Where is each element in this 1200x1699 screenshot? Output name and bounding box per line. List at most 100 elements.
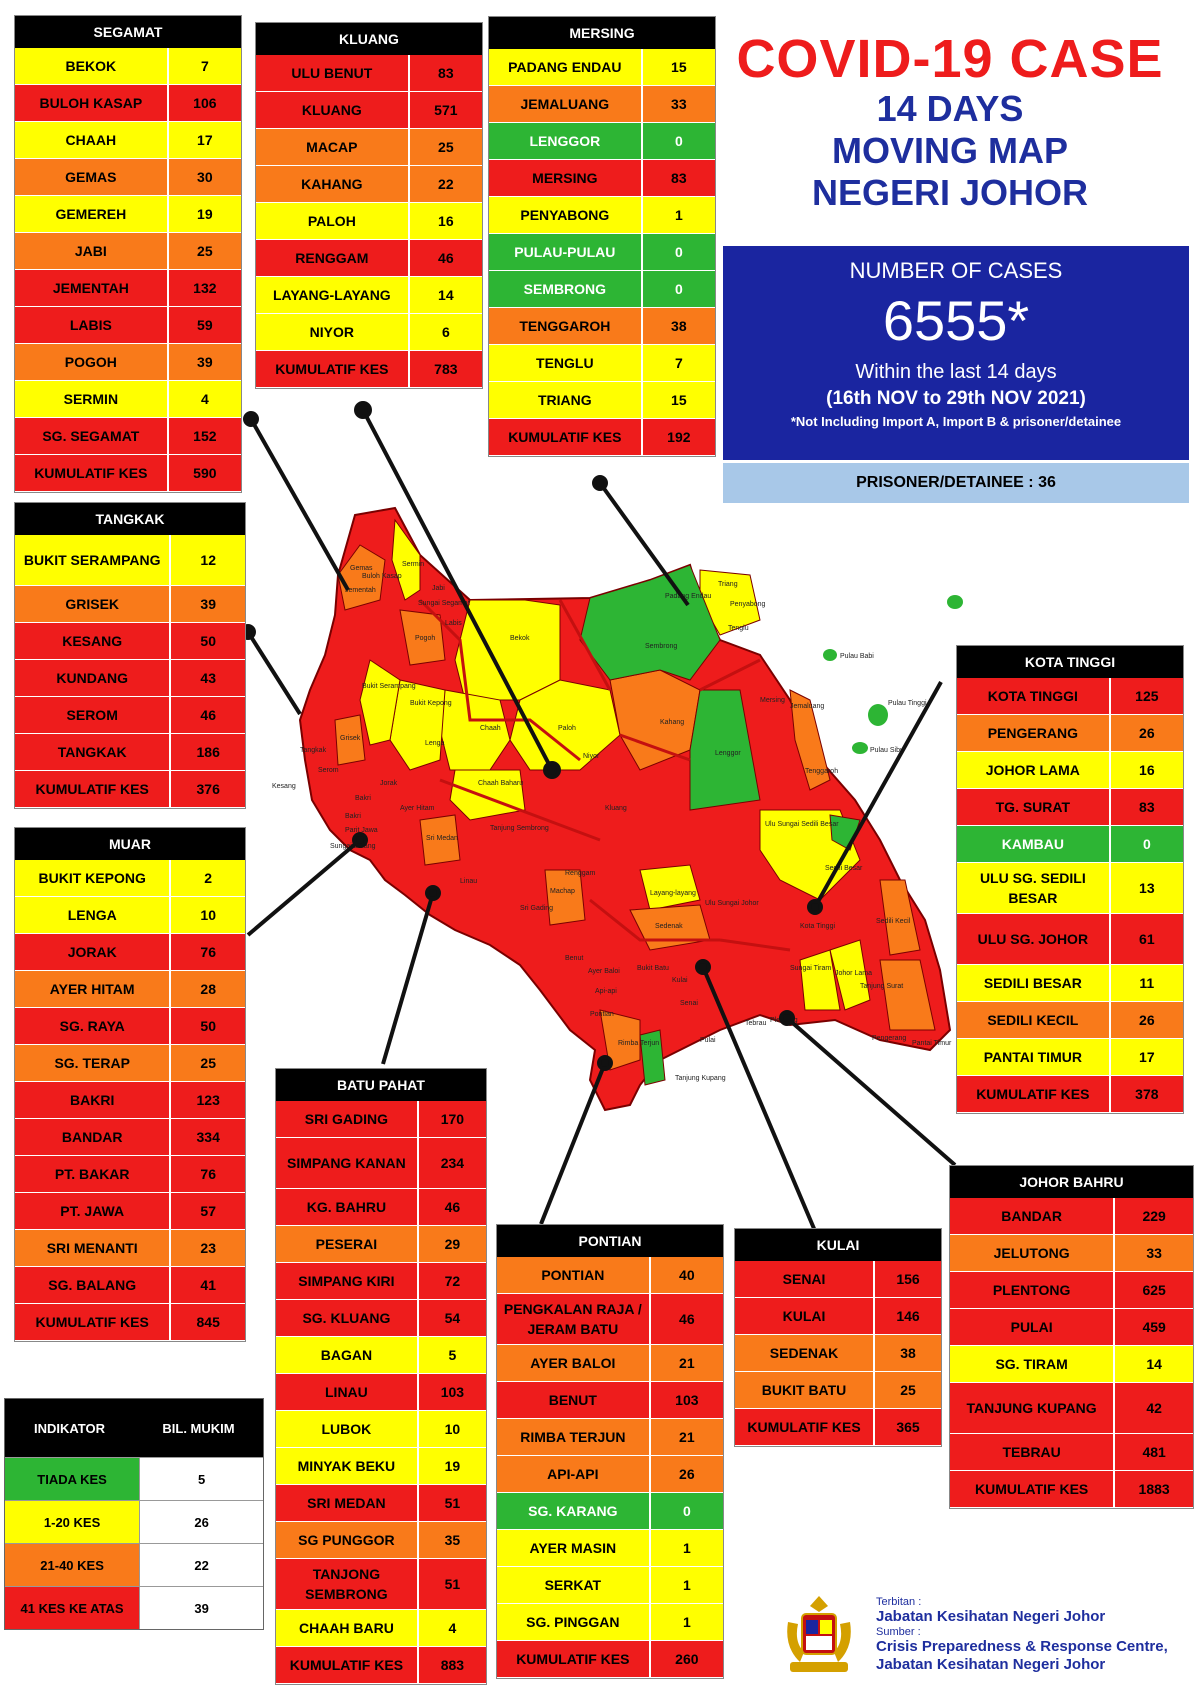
district-table-mersing: MERSING PADANG ENDAU 15 JEMALUANG 33 LENGGOR 0… [488, 16, 716, 457]
map-region-grisek [334, 714, 366, 766]
mukim-name: TANGKAK [15, 734, 172, 770]
mukim-cases: 16 [438, 213, 454, 229]
map-label-serom: Serom [318, 767, 339, 774]
map-label-tenggaroh: Tenggaroh [805, 768, 838, 775]
mukim-name: BENUT [497, 1382, 651, 1418]
mukim-name: SIMPANG KIRI [276, 1263, 419, 1299]
map-island-pulau-tinggi [868, 704, 888, 726]
mukim-cases: 481 [1142, 1444, 1166, 1460]
mukim-cases: 59 [197, 317, 213, 333]
mukim-row: SIMPANG KIRI 72 [276, 1263, 486, 1300]
mukim-row: PT. BAKAR 76 [15, 1156, 245, 1193]
mukim-name: PONTIAN [497, 1257, 651, 1293]
mukim-cases: 4 [448, 1620, 457, 1636]
mukim-name: JEMALUANG [489, 86, 643, 122]
mukim-cases: 76 [200, 944, 216, 960]
map-label-tanjung-kupang: Tanjung Kupang [675, 1075, 726, 1082]
mukim-name: CHAAH BARU [276, 1610, 419, 1646]
mukim-name: POGOH [15, 344, 169, 380]
district-header: KLUANG [256, 23, 482, 55]
leader-dot-kulai [695, 959, 711, 975]
mukim-name: SEROM [15, 697, 172, 733]
mukim-cases: 0 [674, 244, 683, 260]
mukim-name: KULAI [735, 1298, 876, 1334]
leader-segamat [249, 418, 350, 591]
mukim-cases: 170 [440, 1111, 465, 1127]
map-label-ayer-hitam: Ayer Hitam [400, 805, 435, 812]
mukim-row: AYER MASIN 1 [497, 1530, 723, 1567]
mukim-cases: 229 [1142, 1208, 1166, 1224]
map-label-pengerang: Pengerang [872, 1035, 906, 1042]
mukim-row: NIYOR 6 [256, 314, 482, 351]
leader-dot-kota-tinggi [807, 899, 823, 915]
cases-dates: (16th NOV to 29th NOV 2021) [826, 388, 1086, 409]
mukim-cases: 83 [438, 65, 454, 81]
mukim-name: BULOH KASAP [15, 85, 169, 121]
cases-label: NUMBER OF CASES [849, 258, 1063, 283]
leader-dot-pontian [597, 1055, 613, 1071]
mukim-row: GEMAS 30 [15, 159, 241, 196]
leader-kluang [361, 409, 554, 771]
page-title: COVID-19 CASE [736, 29, 1164, 89]
mukim-cases: 46 [444, 1199, 461, 1215]
mukim-name: SG. PINGGAN [497, 1604, 651, 1640]
district-total-row: KUMULATIF KES 378 [957, 1076, 1183, 1113]
district-table-kota-tinggi: KOTA TINGGI KOTA TINGGI 125 PENGERANG 26 JOHO… [956, 645, 1184, 1114]
mukim-name: SG. RAYA [15, 1008, 172, 1044]
mukim-name: RIMBA TERJUN [497, 1419, 651, 1455]
mukim-name: GEMEREH [15, 196, 169, 232]
map-label-pulau-sibu: Pulau Sibu [870, 747, 904, 754]
mukim-cases: 12 [200, 552, 216, 568]
mukim-cases: 19 [444, 1458, 461, 1474]
legend-row-21-40: 21-40 KES 22 [5, 1543, 263, 1586]
mukim-name: LENGGOR [489, 123, 643, 159]
legend-row-no-cases: TIADA KES 5 [5, 1457, 263, 1500]
legend-table: INDIKATOR BIL. MUKIM TIADA KES 5 1-20 KE… [4, 1398, 264, 1630]
map-label-api-api: Api-api [595, 988, 617, 995]
mukim-cases: 83 [1139, 799, 1155, 815]
map-region-pantai-timur [829, 939, 871, 1011]
map-label-kulai: Kulai [672, 977, 688, 984]
mukim-row: CHAAH 17 [15, 122, 241, 159]
mukim-cases: 21 [679, 1429, 695, 1445]
district-total-label: KUMULATIF KES [15, 1304, 172, 1340]
leader-dot-kluang [354, 401, 372, 419]
mukim-cases: 15 [671, 392, 687, 408]
mukim-row: PESERAI 29 [276, 1226, 486, 1263]
mukim-row: SG. SEGAMAT 152 [15, 418, 241, 455]
district-total-label: KUMULATIF KES [15, 771, 172, 807]
mukim-row: AYER BALOI 21 [497, 1345, 723, 1382]
map-label-parit-jawa: Parit Jawa [345, 827, 378, 834]
map-region-chaah-baru [449, 769, 526, 821]
mukim-row: KLUANG 571 [256, 92, 482, 129]
mukim-cases: 1 [674, 207, 683, 223]
mukim-cases: 46 [438, 250, 454, 266]
mukim-cases: 33 [671, 96, 687, 112]
mukim-name: BANDAR [15, 1119, 172, 1155]
mukim-cases: 22 [438, 176, 454, 192]
mukim-row: PENGERANG 26 [957, 715, 1183, 752]
subtitle-state: NEGERI JOHOR [811, 172, 1089, 213]
mukim-row: KESANG 50 [15, 623, 245, 660]
mukim-name: MACAP [256, 129, 410, 165]
mukim-row: TENGLU 7 [489, 345, 715, 382]
mukim-row: KUNDANG 43 [15, 660, 245, 697]
mukim-cases: 17 [1139, 1049, 1155, 1065]
mukim-cases: 15 [671, 59, 687, 75]
mukim-name: TANJUNG KUPANG [950, 1383, 1116, 1433]
mukim-row: GEMEREH 19 [15, 196, 241, 233]
mukim-name: GRISEK [15, 586, 172, 622]
map-label-lenggor: Lenggor [715, 750, 741, 757]
mukim-row: ULU BENUT 83 [256, 55, 482, 92]
district-total-row: KUMULATIF KES 376 [15, 771, 245, 808]
map-label-benut: Benut [565, 955, 583, 962]
mukim-row: JEMALUANG 33 [489, 86, 715, 123]
map-label-jorak: Jorak [380, 780, 398, 787]
district-total-label: KUMULATIF KES [15, 455, 169, 491]
mukim-row: PULAI 459 [950, 1309, 1193, 1346]
map-label-jabi: Jabi [432, 585, 445, 592]
legend-row-41-plus: 41 KES KE ATAS 39 [5, 1586, 263, 1629]
mukim-cases: 13 [1139, 880, 1155, 896]
district-total-label: KUMULATIF KES [276, 1647, 419, 1683]
map-region-sg-karang [639, 1029, 666, 1086]
